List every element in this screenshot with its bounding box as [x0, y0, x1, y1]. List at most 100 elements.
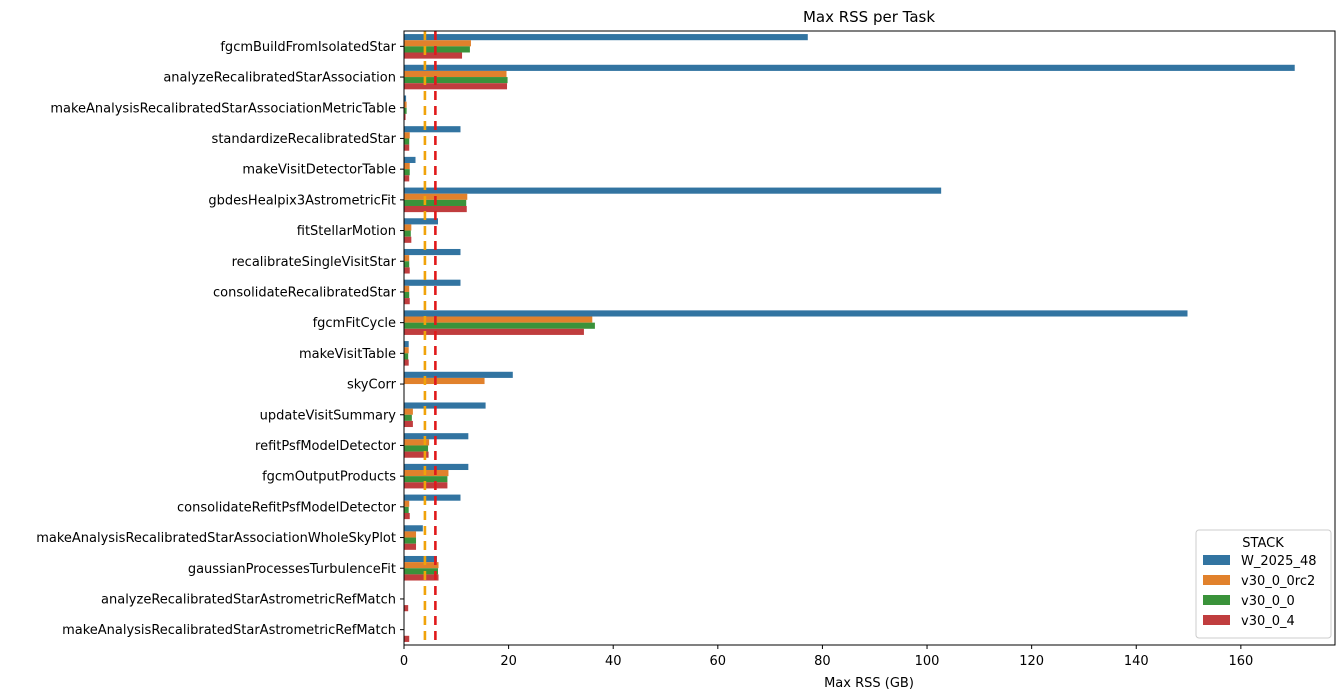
bar [404, 439, 430, 446]
bar [404, 95, 407, 102]
bar [404, 445, 429, 452]
legend-swatch [1203, 615, 1230, 625]
y-tick-label: fitStellarMotion [297, 224, 396, 239]
bar [404, 402, 486, 409]
bar [404, 175, 410, 182]
y-tick-label: makeAnalysisRecalibratedStarAstrometricR… [62, 623, 396, 638]
bar [404, 52, 463, 59]
y-tick-label: analyzeRecalibratedStarAssociation [163, 71, 396, 86]
bar [404, 562, 439, 569]
bar [404, 605, 409, 612]
bar [404, 316, 593, 323]
bar [404, 285, 410, 292]
legend-label: v30_0_0rc2 [1241, 574, 1315, 589]
chart-title: Max RSS per Task [803, 8, 935, 26]
bar [404, 205, 467, 213]
bar [404, 555, 437, 563]
bar [404, 414, 412, 421]
bar [404, 279, 461, 286]
bar [404, 83, 508, 90]
bar [404, 70, 507, 78]
bar [404, 543, 417, 550]
bar [404, 377, 485, 385]
bar [404, 187, 942, 194]
y-tick-label: consolidateRecalibratedStar [213, 285, 397, 300]
legend-swatch [1203, 595, 1230, 605]
bar [404, 224, 412, 231]
legend-title: STACK [1242, 536, 1284, 551]
y-tick-label: gaussianProcessesTurbulenceFit [188, 562, 396, 577]
bar [404, 113, 406, 121]
y-tick-label: fgcmBuildFromIsolatedStar [220, 40, 396, 55]
x-tick-label: 160 [1228, 654, 1253, 669]
bars-layer [404, 34, 1295, 642]
bar [404, 230, 411, 237]
legend-swatch [1203, 555, 1230, 565]
x-tick-label: 140 [1124, 654, 1149, 669]
bar [404, 34, 808, 41]
bar [404, 525, 423, 532]
bar [404, 236, 412, 243]
legend-label: v30_0_4 [1241, 614, 1295, 629]
bar [404, 46, 470, 53]
bar [404, 451, 429, 458]
bar [404, 500, 410, 507]
bar [404, 64, 1295, 71]
bar [404, 163, 410, 170]
bar [404, 255, 410, 262]
y-axis: fgcmBuildFromIsolatedStar analyzeRecalibr… [36, 40, 404, 638]
legend[interactable]: STACK W_2025_48 v30_0_0rc2 v30_0_0 v30_0_4 [1195, 529, 1332, 639]
y-tick-label: fgcmFitCycle [313, 316, 396, 331]
y-tick-label: makeVisitDetectorTable [242, 163, 396, 178]
bar [404, 218, 438, 225]
legend-entries: W_2025_48 v30_0_0rc2 v30_0_0 v30_0_4 [1203, 554, 1316, 629]
y-tick-label: updateVisitSummary [260, 408, 397, 423]
legend-label: W_2025_48 [1241, 554, 1316, 569]
x-tick-label: 20 [500, 654, 517, 669]
bar [404, 310, 1188, 317]
y-tick-label: consolidateRefitPsfModelDetector [177, 500, 397, 515]
x-tick-label: 120 [1019, 654, 1044, 669]
bar [404, 420, 413, 428]
legend-label: v30_0_0 [1241, 594, 1295, 609]
bar [404, 328, 584, 335]
bar [404, 371, 513, 378]
legend-swatch [1203, 575, 1230, 585]
bar [404, 40, 471, 47]
x-axis-label: Max RSS (GB) [824, 676, 914, 691]
x-tick-label: 100 [915, 654, 940, 669]
bar [404, 537, 417, 544]
y-tick-label: makeVisitTable [299, 347, 396, 362]
bar [404, 144, 410, 151]
plot-frame [403, 30, 1336, 646]
y-tick-label: makeAnalysisRecalibratedStarAssociationW… [36, 531, 396, 546]
x-tick-label: 60 [710, 654, 727, 669]
bar [404, 408, 413, 415]
bar [404, 359, 409, 366]
x-tick-label: 40 [605, 654, 622, 669]
y-tick-label: gbdesHealpix3AstrometricFit [208, 193, 396, 208]
bar [404, 77, 508, 84]
bar [404, 506, 409, 513]
bar [404, 470, 449, 477]
bar [404, 107, 407, 114]
x-axis: 0 20 40 60 80 100 120 140 160 [400, 645, 1253, 669]
bar [404, 169, 410, 176]
y-tick-label: fgcmOutputProducts [262, 470, 396, 485]
bar [404, 322, 595, 329]
y-tick-label: refitPsfModelDetector [255, 439, 397, 454]
bar [404, 341, 409, 348]
reference-lines [423, 31, 437, 645]
bar [404, 248, 461, 256]
bar [404, 512, 410, 520]
y-tick-label: skyCorr [347, 378, 397, 393]
bar [404, 291, 410, 299]
x-tick-label: 0 [400, 654, 408, 669]
bar [404, 132, 410, 139]
bar [404, 353, 409, 360]
bar [404, 531, 417, 538]
y-tick-label: makeAnalysisRecalibratedStarAssociationM… [50, 101, 396, 116]
bar [404, 494, 461, 501]
y-tick-label: standardizeRecalibratedStar [212, 132, 397, 147]
bar [404, 574, 439, 581]
